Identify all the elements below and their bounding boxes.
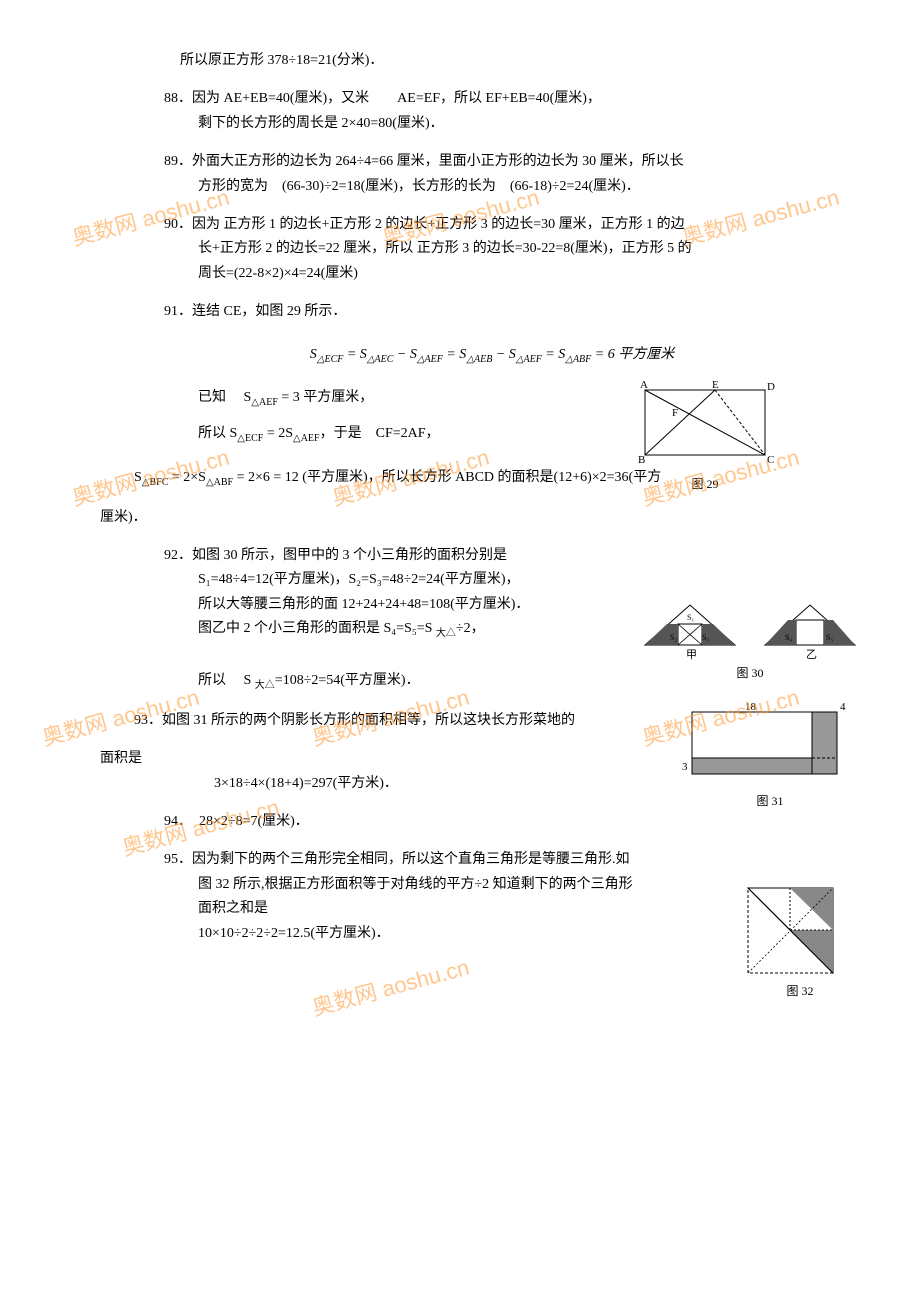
figure-31-caption: 图 31	[680, 792, 860, 811]
svg-text:18: 18	[745, 701, 757, 713]
svg-text:B: B	[638, 454, 645, 466]
p95-line3: 面积之和是	[164, 898, 820, 920]
p91-so-label: 所以	[198, 426, 226, 441]
figure-29-svg: A E D B C F	[630, 378, 780, 473]
problem-90: 90．因为 正方形 1 的边长+正方形 2 的边长+正方形 3 的边长=30 厘…	[130, 214, 820, 285]
p91-result2: 厘米)．	[100, 507, 820, 529]
p88-line1: 88．因为 AE+EB=40(厘米)，又米 AE=EF，所以 EF+EB=40(…	[164, 88, 820, 110]
svg-text:A: A	[640, 379, 648, 391]
figure-29: A E D B C F 图 29	[630, 378, 780, 494]
p91-known-label: 已知	[198, 390, 226, 405]
figure-30: S₂ S₁ S₃ 甲 S₄ S₅ 乙 图 30	[640, 600, 860, 683]
svg-text:F: F	[672, 407, 678, 419]
figure-30-svg: S₂ S₁ S₃ 甲 S₄ S₅ 乙	[640, 600, 870, 660]
p89-line1: 89．外面大正方形的边长为 264÷4=66 厘米，里面小正方形的边长为 30 …	[164, 151, 820, 173]
p91-formula1-text: S△ECF = S△AEC − S△AEF = S△AEB − S△AEF = …	[310, 347, 674, 362]
p92-line2: S₁=48÷4=12(平方厘米)，S₂=S₃=48÷2=24(平方厘米)，	[164, 569, 820, 591]
p90-line3: 周长=(22-8×2)×4=24(厘米)	[164, 263, 820, 285]
problem-intro-text: 所以原正方形 378÷18=21(分米)．	[180, 53, 383, 68]
p92-so-label: 所以	[198, 673, 226, 688]
svg-text:S₃: S₃	[702, 633, 709, 642]
svg-text:S₄: S₄	[785, 633, 792, 642]
figure-30-caption: 图 30	[640, 664, 860, 683]
p95-line2: 图 32 所示,根据正方形面积等于对角线的平方÷2 知道剩下的两个三角形	[164, 874, 820, 896]
figure-31-svg: 18 4 3	[680, 700, 870, 790]
p90-line2: 长+正方形 2 的边长=22 厘米，所以 正方形 3 的边长=30-22=8(厘…	[164, 238, 820, 260]
watermark: 奥数网 aoshu.cn	[308, 950, 473, 1026]
svg-text:4: 4	[840, 701, 846, 713]
figure-32-caption: 图 32	[740, 982, 860, 1001]
svg-text:C: C	[767, 454, 774, 466]
problem-88: 88．因为 AE+EB=40(厘米)，又米 AE=EF，所以 EF+EB=40(…	[130, 88, 820, 135]
problem-89: 89．外面大正方形的边长为 264÷4=66 厘米，里面小正方形的边长为 30 …	[130, 151, 820, 198]
p89-line2: 方形的宽为 (66-30)÷2=18(厘米)，长方形的长为 (66-18)÷2=…	[164, 176, 820, 198]
svg-text:D: D	[767, 381, 775, 393]
p91-formula1: S△ECF = S△AEC − S△AEF = S△AEB − S△AEF = …	[164, 344, 820, 368]
p92-line1: 92．如图 30 所示，图甲中的 3 个小三角形的面积分别是	[164, 545, 820, 567]
problem-95: 95．因为剩下的两个三角形完全相同，所以这个直角三角形是等腰三角形.如 图 32…	[130, 849, 820, 945]
p91-line1: 91．连结 CE，如图 29 所示．	[164, 301, 820, 323]
p88-line2: 剩下的长方形的周长是 2×40=80(厘米)．	[164, 113, 820, 135]
svg-text:E: E	[712, 379, 719, 391]
figure-32-svg	[740, 880, 850, 980]
figure-31: 18 4 3 图 31	[680, 700, 860, 811]
problem-intro: 所以原正方形 378÷18=21(分米)．	[130, 50, 820, 72]
svg-text:乙: 乙	[806, 648, 817, 660]
svg-text:甲: 甲	[686, 649, 697, 660]
figure-32: 图 32	[740, 880, 860, 1001]
p95-line4: 10×10÷2÷2÷2=12.5(平方厘米)．	[164, 923, 820, 945]
p94-line: 94． 28×2÷8=7(厘米)．	[164, 811, 820, 833]
svg-text:S₅: S₅	[826, 633, 833, 642]
p95-line1: 95．因为剩下的两个三角形完全相同，所以这个直角三角形是等腰三角形.如	[164, 849, 820, 871]
p90-line1: 90．因为 正方形 1 的边长+正方形 2 的边长+正方形 3 的边长=30 厘…	[164, 214, 820, 236]
p92-so-text: S 大△=108÷2=54(平方厘米)．	[244, 673, 420, 688]
p91-so-text: S△ECF = 2S△AEF，于是 CF=2AF，	[230, 426, 440, 441]
problem-94: 94． 28×2÷8=7(厘米)．	[130, 811, 820, 833]
figure-29-caption: 图 29	[630, 475, 780, 494]
svg-text:S₁: S₁	[687, 613, 694, 622]
svg-text:S₂: S₂	[670, 633, 677, 642]
p91-result-text: S△BFC = 2×S△ABF = 2×6 = 12 (平方厘米)，所以长方形 …	[134, 470, 661, 485]
svg-text:3: 3	[682, 761, 688, 773]
p91-known-text: S△AEF = 3 平方厘米，	[244, 390, 374, 405]
